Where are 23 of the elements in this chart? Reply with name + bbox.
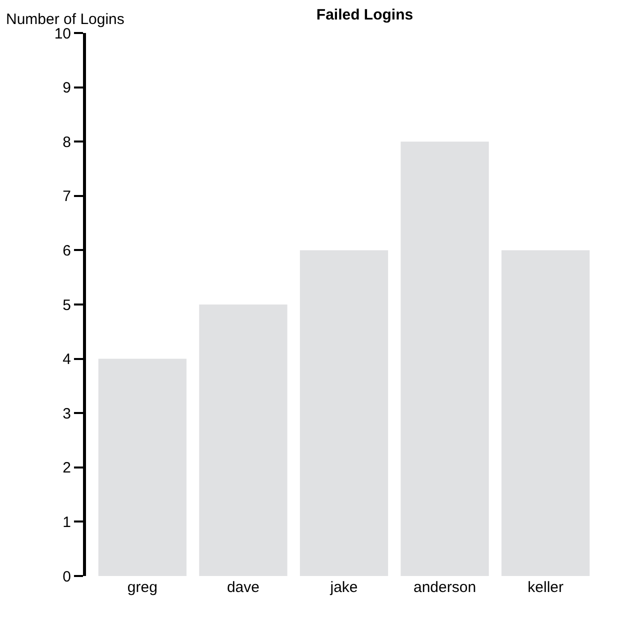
x-tick-label: dave: [226, 579, 260, 596]
chart-title: Failed Logins: [316, 6, 414, 24]
bar: [501, 250, 590, 576]
y-tick-label: 6: [62, 242, 71, 260]
y-tick-label: 7: [62, 188, 71, 206]
y-tick-label: 9: [62, 80, 71, 97]
x-tick-label: jake: [329, 579, 358, 596]
y-tick-label: 10: [54, 25, 71, 42]
y-tick-label: 3: [62, 405, 71, 422]
bar: [98, 358, 187, 576]
bar: [199, 304, 288, 576]
bar: [300, 250, 388, 576]
x-tick-label: keller: [528, 579, 564, 596]
bar: [400, 142, 489, 576]
x-tick-label: greg: [127, 579, 158, 596]
y-tick-label: 4: [62, 351, 71, 368]
y-tick-label: 2: [62, 460, 71, 477]
y-axis-title: Number of Logins: [6, 11, 124, 28]
y-tick-label: 8: [62, 134, 71, 151]
y-tick-label: 1: [62, 514, 71, 531]
x-tick-label: anderson: [414, 579, 476, 596]
y-tick-label: 5: [62, 296, 71, 314]
y-tick-label: 0: [62, 568, 71, 586]
